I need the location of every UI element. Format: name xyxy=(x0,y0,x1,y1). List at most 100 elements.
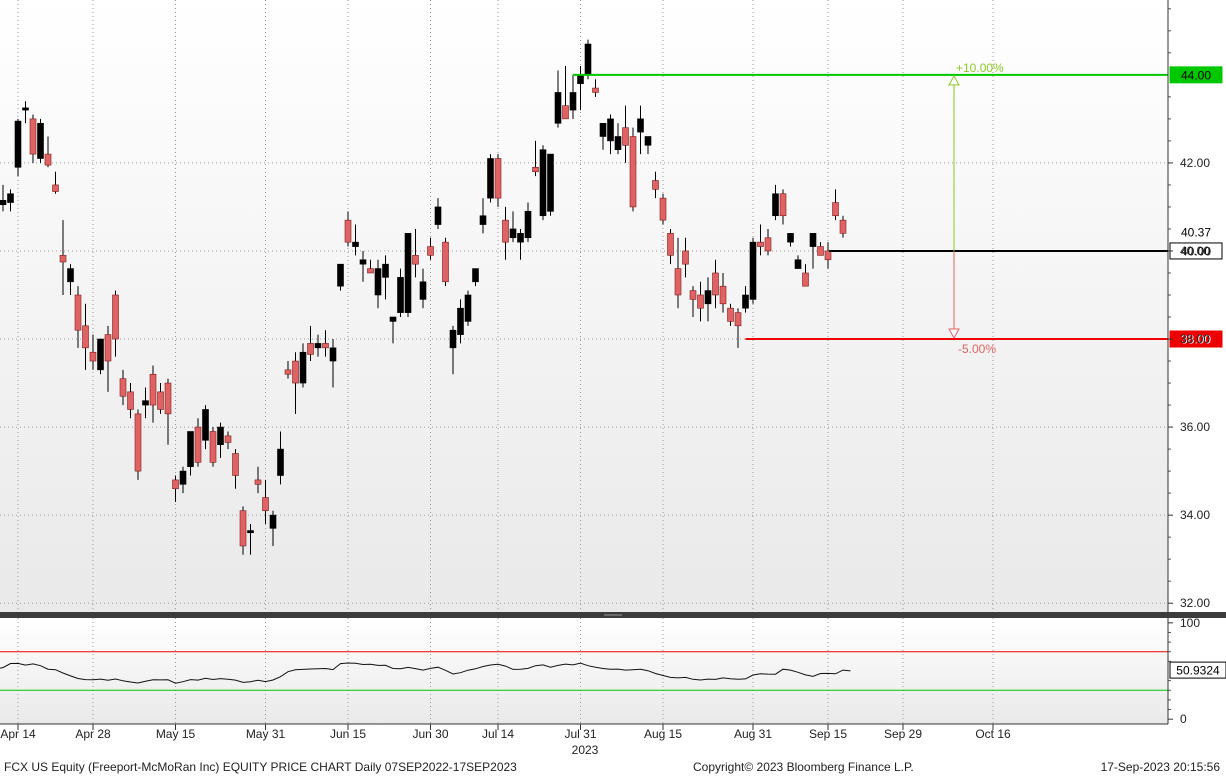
candle xyxy=(239,506,247,555)
x-tick-label: Jun 15 xyxy=(330,727,366,741)
candle-body xyxy=(749,241,757,300)
candle xyxy=(794,255,802,269)
candle-body xyxy=(824,250,832,261)
candle xyxy=(29,114,37,163)
candle-body xyxy=(644,136,652,146)
last-price-box xyxy=(1170,224,1222,240)
price-levels: +10.00% -5.00% 44.00 40.00 38.00 40.37 xyxy=(573,61,1223,356)
indicator-last-value-label: 50.9324 xyxy=(1176,664,1220,678)
candle xyxy=(179,466,187,494)
candle-body xyxy=(712,272,719,296)
candle-body xyxy=(359,259,367,265)
timestamp: 17-Sep-2023 20:15:56 xyxy=(1100,760,1220,774)
candle-body xyxy=(352,241,359,247)
candle-body xyxy=(104,334,112,362)
candle xyxy=(419,268,427,309)
candle xyxy=(614,123,622,155)
candle-body xyxy=(764,237,772,252)
candle-body xyxy=(89,351,97,362)
candle-body xyxy=(404,233,412,313)
candle xyxy=(104,325,112,392)
candle-body xyxy=(457,307,464,335)
x-tick-label: Sep 29 xyxy=(884,727,922,741)
candle xyxy=(517,228,524,260)
candle xyxy=(37,118,44,163)
candle-body xyxy=(794,259,802,269)
x-tick-label: Jun 30 xyxy=(412,727,448,741)
x-tick-label: Apr 28 xyxy=(75,727,111,741)
candle xyxy=(487,154,494,203)
candle xyxy=(142,387,149,419)
upper-level-box xyxy=(1169,66,1223,84)
x-tick-label: Apr 14 xyxy=(0,727,36,741)
candle xyxy=(802,264,809,287)
candle-body xyxy=(29,118,37,155)
candle-body xyxy=(149,373,157,406)
candle xyxy=(644,136,652,155)
candle xyxy=(277,431,284,485)
candle xyxy=(52,171,59,194)
candle xyxy=(389,316,397,344)
candle-body xyxy=(254,479,262,485)
candle-body xyxy=(464,294,472,322)
candle-body xyxy=(772,193,779,217)
candle xyxy=(367,259,374,274)
candle xyxy=(344,211,352,247)
y-tick-label: 36.00 xyxy=(1180,420,1210,434)
y-tick-label: 34.00 xyxy=(1180,508,1210,522)
candle xyxy=(322,330,329,357)
candle-body xyxy=(127,391,134,410)
candle-body xyxy=(607,118,614,142)
candle xyxy=(307,325,314,362)
candle-body xyxy=(487,158,494,199)
candle-body xyxy=(449,329,457,349)
candle xyxy=(382,255,389,300)
candle xyxy=(374,259,382,309)
footer-bar: FCX US Equity (Freeport-McMoRan Inc) EQU… xyxy=(0,758,1226,776)
candle xyxy=(112,290,119,357)
candle-body xyxy=(187,431,194,468)
candle-body xyxy=(0,200,7,206)
candle xyxy=(569,74,577,119)
candle-body xyxy=(382,263,389,278)
candle xyxy=(7,189,14,212)
candle-body xyxy=(524,211,532,239)
candle-body xyxy=(434,206,442,225)
candle xyxy=(82,303,89,370)
candle-body xyxy=(374,268,382,296)
candle-body xyxy=(622,127,629,146)
candle-body xyxy=(367,268,374,274)
candle xyxy=(134,409,142,480)
candle xyxy=(127,383,134,419)
reference-level-label: 40.00 xyxy=(1181,244,1211,258)
candle-body xyxy=(472,268,479,283)
candle-body xyxy=(202,409,209,441)
candle xyxy=(599,122,607,150)
candle xyxy=(772,184,779,221)
candle xyxy=(232,449,239,489)
candle-body xyxy=(494,158,502,199)
indicator-last-value-box xyxy=(1169,661,1226,679)
candle-body xyxy=(277,448,284,476)
candle xyxy=(22,101,29,124)
main-panel-background xyxy=(0,0,1168,612)
candle-body xyxy=(284,369,292,375)
candle xyxy=(187,431,194,476)
candle-body xyxy=(667,233,674,256)
candlestick-series xyxy=(0,39,847,555)
candle-body xyxy=(397,277,404,313)
candle xyxy=(14,118,22,177)
candle-body xyxy=(562,105,569,120)
axes: 32.00 34.00 36.00 38.00 40.00 42.00 Apr 14 Apr … xyxy=(0,0,1210,757)
x-tick-label: May 31 xyxy=(246,727,286,741)
candle-body xyxy=(337,263,344,287)
candle-body xyxy=(442,241,449,283)
x-tick-label: Aug 31 xyxy=(734,727,772,741)
candle-body xyxy=(247,530,254,534)
candle xyxy=(547,153,554,216)
candle-body xyxy=(419,281,427,300)
candle-body xyxy=(734,312,742,327)
candle-body xyxy=(67,268,74,283)
candle-body xyxy=(719,285,727,305)
